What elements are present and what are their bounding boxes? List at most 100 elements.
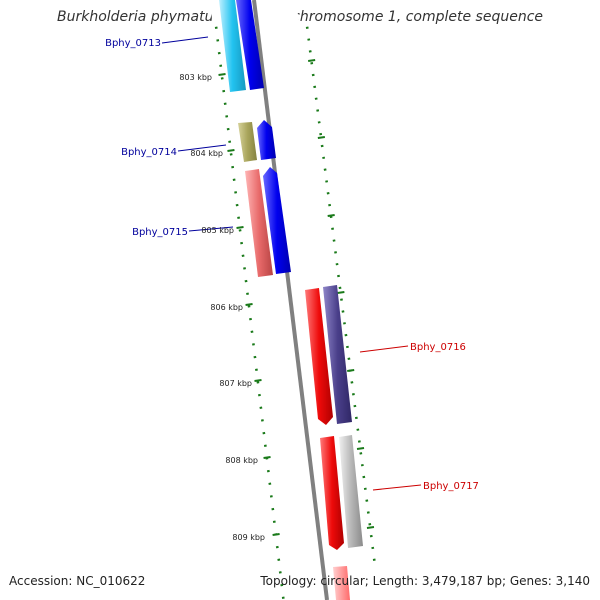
inner-minor-tick (217, 51, 221, 55)
inner-minor-tick (253, 355, 257, 359)
outer-minor-tick (331, 227, 335, 230)
outer-minor-tick (353, 404, 357, 408)
inner-minor-tick (237, 216, 241, 219)
gene-cog-bar-bphy-0716 (323, 285, 352, 424)
inner-minor-tick (214, 26, 218, 29)
outer-minor-tick (346, 345, 349, 349)
outer-minor-tick (326, 192, 330, 195)
inner-minor-tick (226, 127, 230, 131)
outer-minor-tick (365, 499, 369, 502)
inner-minor-tick (268, 482, 272, 485)
inner-major-tick (272, 533, 280, 536)
gene-cog-bar-bphy-0713 (219, 0, 246, 92)
outer-minor-tick (313, 85, 317, 89)
gene-label-bphy-0715[interactable]: Bphy_0715 (132, 227, 188, 238)
inner-minor-tick (228, 140, 232, 143)
outer-major-tick (337, 291, 345, 294)
outer-ticks (305, 26, 376, 561)
inner-minor-tick (262, 431, 266, 435)
inner-ticks (214, 26, 285, 599)
inner-major-tick (263, 456, 271, 459)
inner-minor-tick (223, 102, 227, 105)
inner-major-tick (227, 149, 235, 152)
map-title: Burkholderia phymatum STM815 chromosome … (56, 9, 543, 25)
feature-bphy-0717[interactable] (320, 435, 363, 550)
inner-major-tick (245, 303, 253, 306)
outer-major-tick (317, 136, 325, 139)
outer-minor-tick (338, 286, 342, 290)
tick-label-807: 807 kbp (219, 379, 252, 388)
feature-partial-next[interactable] (333, 566, 350, 600)
feature-bphy-0714[interactable] (238, 120, 276, 162)
inner-minor-tick (235, 203, 239, 207)
gene-label-bphy-0714[interactable]: Bphy_0714 (121, 147, 177, 158)
outer-major-tick (327, 214, 335, 217)
gene-arrow-bphy-0716 (305, 288, 333, 425)
gene-label-bphy-0713[interactable]: Bphy_0713 (105, 38, 161, 49)
outer-minor-tick (351, 393, 355, 396)
outer-minor-tick (323, 168, 327, 171)
outer-minor-tick (372, 558, 376, 561)
feature-bphy-0716[interactable] (305, 285, 352, 425)
gene-label-bphy-0717[interactable]: Bphy_0717 (423, 481, 479, 492)
gene-arrow-bphy-0713 (236, 0, 264, 90)
tick-label-804: 804 kbp (190, 149, 223, 158)
feature-bphy-0713[interactable] (219, 0, 264, 92)
inner-minor-tick (281, 596, 285, 599)
outer-major-tick (347, 369, 355, 372)
inner-minor-tick (225, 115, 229, 118)
outer-minor-tick (340, 298, 343, 301)
gene-arrow-bphy-0715 (263, 167, 291, 274)
tick-label-806: 806 kbp (210, 303, 243, 312)
sequence-summary: Topology: circular; Length: 3,479,187 bp… (260, 574, 590, 588)
feature-bphy-0715[interactable] (245, 167, 291, 277)
tick-label-805: 805 kbp (201, 226, 234, 235)
inner-minor-tick (240, 241, 244, 245)
inner-minor-tick (252, 343, 255, 346)
inner-minor-tick (246, 292, 249, 295)
leader-bphy-0713 (161, 36, 209, 44)
inner-minor-tick (219, 64, 223, 67)
outer-minor-tick (357, 440, 361, 443)
inner-minor-tick (280, 583, 284, 587)
inner-minor-tick (250, 330, 254, 333)
gene-cog-bar-bphy-0717 (339, 435, 363, 548)
inner-major-tick (254, 379, 262, 382)
inner-minor-tick (241, 254, 245, 257)
gene-label-bphy-0716[interactable]: Bphy_0716 (410, 342, 466, 353)
outer-minor-tick (325, 180, 329, 183)
outer-minor-tick (354, 416, 358, 420)
inner-major-tick (236, 226, 244, 229)
outer-minor-tick (362, 475, 366, 479)
inner-minor-tick (222, 89, 226, 93)
outer-minor-tick (307, 38, 311, 41)
gene-arrow-bphy-0714 (257, 120, 276, 160)
outer-minor-tick (350, 381, 354, 384)
tick-label-808: 808 kbp (225, 456, 258, 465)
gene-cog-bar-bphy-0715 (245, 169, 273, 277)
leader-bphy-0716 (359, 345, 409, 353)
outer-minor-tick (368, 523, 372, 526)
inner-minor-tick (216, 39, 220, 42)
outer-minor-tick (314, 97, 318, 100)
outer-minor-tick (329, 215, 333, 219)
outer-minor-tick (366, 511, 370, 514)
outer-minor-tick (335, 262, 339, 266)
outer-minor-tick (343, 322, 346, 325)
inner-minor-tick (243, 267, 246, 270)
tick-label-809: 809 kbp (232, 533, 265, 542)
inner-minor-tick (269, 495, 273, 498)
outer-minor-tick (359, 452, 363, 455)
leader-bphy-0717 (372, 484, 422, 491)
outer-minor-tick (316, 109, 320, 112)
inner-minor-tick (249, 317, 252, 321)
inner-minor-tick (257, 393, 261, 397)
accession-text: Accession: NC_010622 (9, 574, 146, 588)
inner-minor-tick (229, 153, 233, 156)
inner-minor-tick (263, 444, 267, 447)
outer-minor-tick (310, 61, 314, 65)
outer-minor-tick (319, 132, 323, 136)
outer-minor-tick (320, 144, 324, 148)
outer-minor-tick (360, 463, 364, 467)
outer-minor-tick (356, 428, 360, 431)
